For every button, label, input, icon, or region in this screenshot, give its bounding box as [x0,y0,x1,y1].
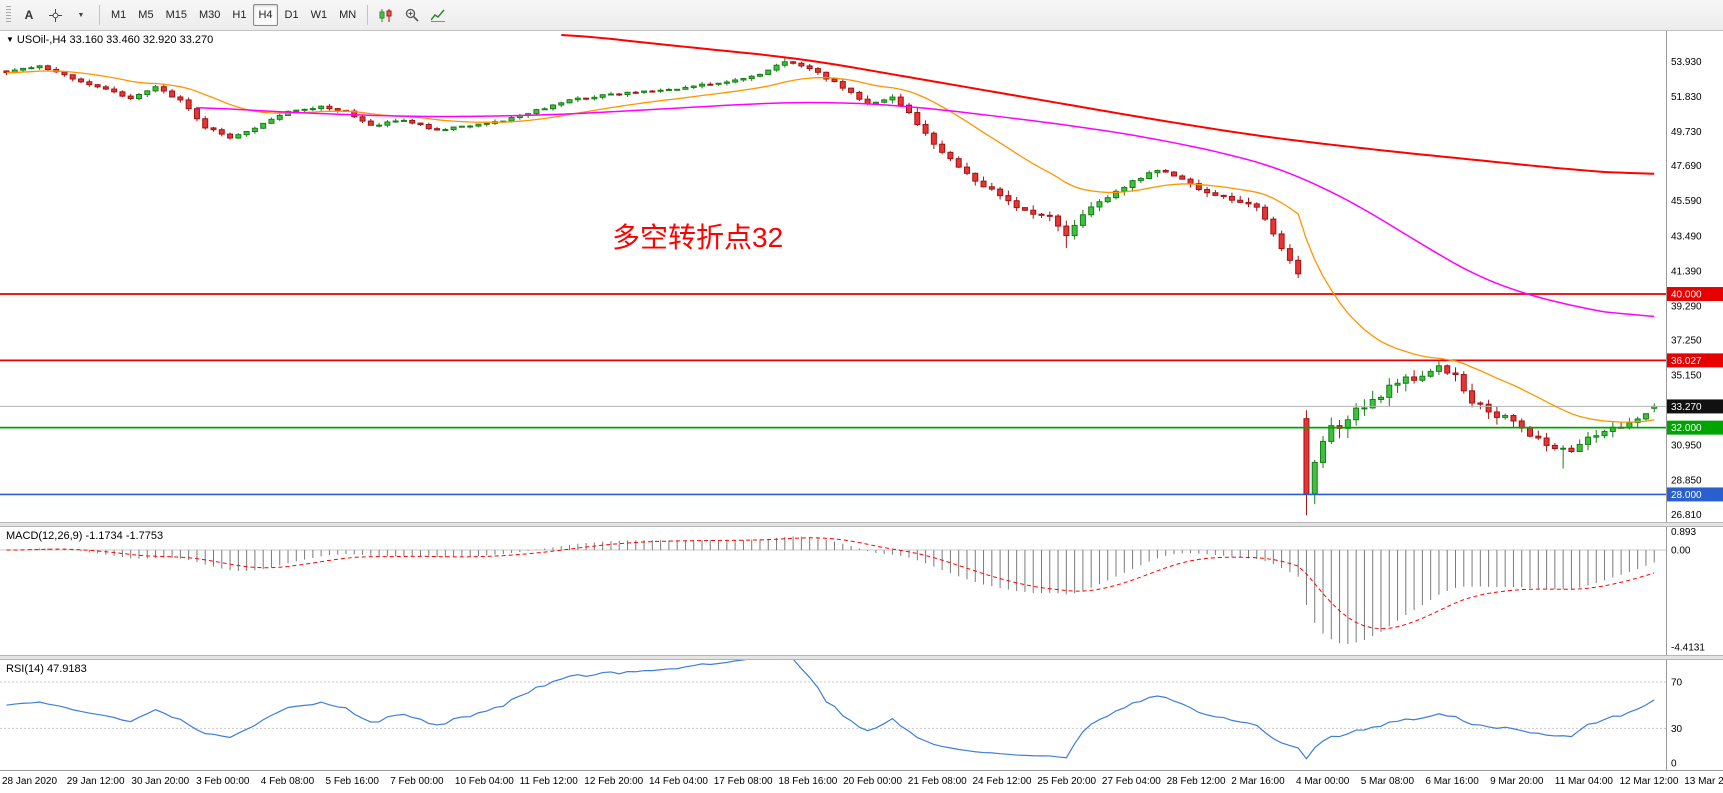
time-axis-label: 17 Feb 08:00 [713,776,773,787]
chart-title-text: USOil-,H4 33.160 33.460 32.920 33.270 [16,34,214,46]
time-axis-label: 10 Feb 04:00 [454,776,514,787]
time-axis-label: 29 Jan 12:00 [66,776,125,787]
time-axis-label: 14 Feb 04:00 [649,776,708,787]
svg-text:0.00: 0.00 [1671,546,1691,557]
svg-text:-4.4131: -4.4131 [1671,642,1705,653]
time-axis-label: 4 Mar 00:00 [1296,776,1350,787]
time-axis-label: 20 Feb 00:00 [843,776,903,787]
panel-splitter[interactable] [0,655,1723,660]
ohlc-toggle-icon[interactable]: ▼ [6,35,14,44]
time-axis-label: 2 Mar 16:00 [1231,776,1285,787]
timeframe-button-m1[interactable]: M1 [106,4,131,26]
time-axis-label: 30 Jan 20:00 [131,776,190,787]
svg-text:37.250: 37.250 [1671,335,1702,346]
main-chart-panel[interactable]: ▼ USOil-,H4 33.160 33.460 32.920 33.270 多… [0,31,1723,522]
indicators-icon [431,9,446,22]
svg-text:33.270: 33.270 [1671,402,1702,413]
time-axis-label: 5 Feb 16:00 [325,776,379,787]
svg-text:0.893: 0.893 [1671,527,1696,538]
time-axis-label: 28 Jan 2020 [2,776,58,787]
toolbar-separator [367,5,369,25]
svg-text:51.830: 51.830 [1671,92,1702,103]
svg-text:35.150: 35.150 [1671,371,1702,382]
time-axis-label: 9 Mar 20:00 [1490,776,1544,787]
cursor-tools-dropdown[interactable]: ▼ [69,4,93,26]
chart-annotation-text: 多空转折点32 [612,222,784,253]
timeframe-button-h1[interactable]: H1 [227,4,251,26]
rsi-panel[interactable]: RSI(14) 47.9183 70 30 0 [0,660,1723,770]
time-axis-label: 5 Mar 08:00 [1360,776,1415,787]
svg-text:41.390: 41.390 [1671,266,1702,277]
timeframe-button-m15[interactable]: M15 [161,4,192,26]
zoom-in-icon [406,8,419,22]
toolbar-separator [99,5,100,25]
svg-text:32.000: 32.000 [1671,423,1702,434]
svg-text:39.290: 39.290 [1671,301,1702,312]
time-axis-label: 21 Feb 08:00 [907,776,967,787]
svg-text:45.590: 45.590 [1671,196,1702,207]
time-axis-label: 13 Mar 20:00 [1684,776,1723,787]
svg-text:28.000: 28.000 [1671,490,1702,501]
time-axis-label: 11 Mar 04:00 [1554,776,1613,787]
main-chart-canvas[interactable]: 53.930 51.830 49.730 47.690 45.590 43.490 41.3… [0,31,1723,522]
time-axis[interactable]: 28 Jan 2020 29 Jan 12:00 30 Jan 20:00 3 Feb… [0,770,1723,793]
crosshair-icon [48,8,62,22]
crosshair-button[interactable] [43,4,67,26]
timeframe-toolbar: M1 M5 M15 M30 H1 H4 D1 W1 MN [105,4,362,26]
svg-text:28.850: 28.850 [1671,476,1702,487]
svg-text:30: 30 [1671,724,1683,735]
svg-text:43.490: 43.490 [1671,231,1702,242]
timeframe-button-m30[interactable]: M30 [194,4,225,26]
timeframe-button-mn[interactable]: MN [334,4,361,26]
svg-text:26.810: 26.810 [1671,510,1702,521]
zoom-in-button[interactable] [400,4,424,26]
time-axis-label: 12 Mar 12:00 [1619,776,1679,787]
time-axis-label: 25 Feb 20:00 [1037,776,1097,787]
time-axis-label: 3 Feb 00:00 [196,776,250,787]
toolbar: A ▼ M1 M5 M15 M30 H1 H4 D1 W1 MN [0,0,1723,31]
svg-text:53.930: 53.930 [1671,57,1702,68]
time-axis-label: 27 Feb 04:00 [1101,776,1161,787]
time-axis-label: 6 Mar 16:00 [1425,776,1479,787]
svg-text:40.000: 40.000 [1671,290,1702,301]
time-axis-label: 11 Feb 12:00 [519,776,578,787]
timeframe-button-d1[interactable]: D1 [280,4,304,26]
candlestick-chart-icon [379,8,392,22]
time-axis-label: 4 Feb 08:00 [260,776,315,787]
macd-panel[interactable]: MACD(12,26,9) -1.1734 -1.7753 0.893 0.00 -… [0,527,1723,655]
time-axis-label: 24 Feb 12:00 [972,776,1032,787]
svg-text:0: 0 [1671,759,1677,770]
time-axis-label: 28 Feb 12:00 [1166,776,1226,787]
text-tool-icon: A [24,8,34,22]
time-axis-label: 12 Feb 20:00 [584,776,644,787]
chevron-down-icon: ▼ [77,11,85,19]
svg-text:36.027: 36.027 [1671,356,1702,367]
time-axis-label: 7 Feb 00:00 [390,776,444,787]
svg-text:30.950: 30.950 [1671,441,1702,452]
macd-canvas[interactable]: 0.893 0.00 -4.4131 [0,527,1723,655]
chart-type-button[interactable] [374,4,398,26]
rsi-indicator-label: RSI(14) 47.9183 [6,663,87,675]
svg-text:49.730: 49.730 [1671,127,1702,138]
svg-text:47.690: 47.690 [1671,161,1702,172]
indicators-button[interactable] [426,4,450,26]
macd-indicator-label: MACD(12,26,9) -1.1734 -1.7753 [6,530,164,542]
text-annotation-button[interactable]: A [17,4,41,26]
time-axis-label: 18 Feb 16:00 [778,776,838,787]
timeframe-button-m5[interactable]: M5 [133,4,158,26]
timeframe-button-w1[interactable]: W1 [306,4,333,26]
timeframe-button-h4[interactable]: H4 [253,4,278,26]
svg-text:70: 70 [1671,678,1683,689]
panel-splitter[interactable] [0,522,1723,527]
chart-title: ▼ USOil-,H4 33.160 33.460 32.920 33.270 [6,34,213,46]
rsi-canvas[interactable]: 70 30 0 [0,660,1723,770]
toolbar-grip[interactable] [6,6,11,24]
